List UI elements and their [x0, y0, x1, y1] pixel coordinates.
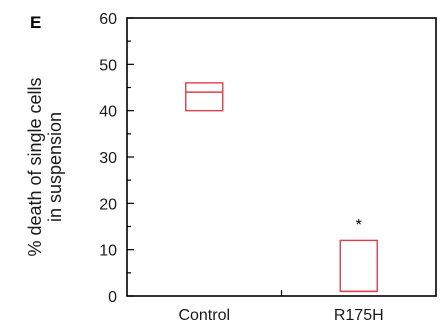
y-tick-label: 10: [99, 243, 117, 260]
plot-border: [126, 17, 437, 297]
box: [339, 239, 378, 293]
y-axis-ticks: 0 10 20 30 40 50 60: [99, 11, 134, 306]
annotations: *: [356, 217, 362, 234]
y-tick-label: 20: [99, 196, 117, 213]
x-tick-label: Control: [178, 307, 230, 324]
plot-frame: [126, 17, 437, 297]
y-axis-title-line-1: % death of single cells: [25, 77, 45, 256]
significance-marker: *: [356, 217, 362, 234]
y-axis-title-line-2: in suspension: [45, 112, 65, 222]
x-axis-ticks: Control R175H: [178, 290, 384, 324]
boxes: [185, 82, 378, 293]
y-tick-label: 40: [99, 104, 117, 121]
y-tick-label: 50: [99, 57, 117, 74]
y-tick-label: 60: [99, 11, 117, 28]
y-tick-label: 30: [99, 150, 117, 167]
y-tick-label: 0: [108, 289, 117, 306]
y-axis-title: % death of single cells in suspension: [25, 77, 65, 256]
box: [185, 82, 224, 112]
panel-label: E: [30, 13, 41, 32]
x-tick-label: R175H: [334, 307, 384, 324]
